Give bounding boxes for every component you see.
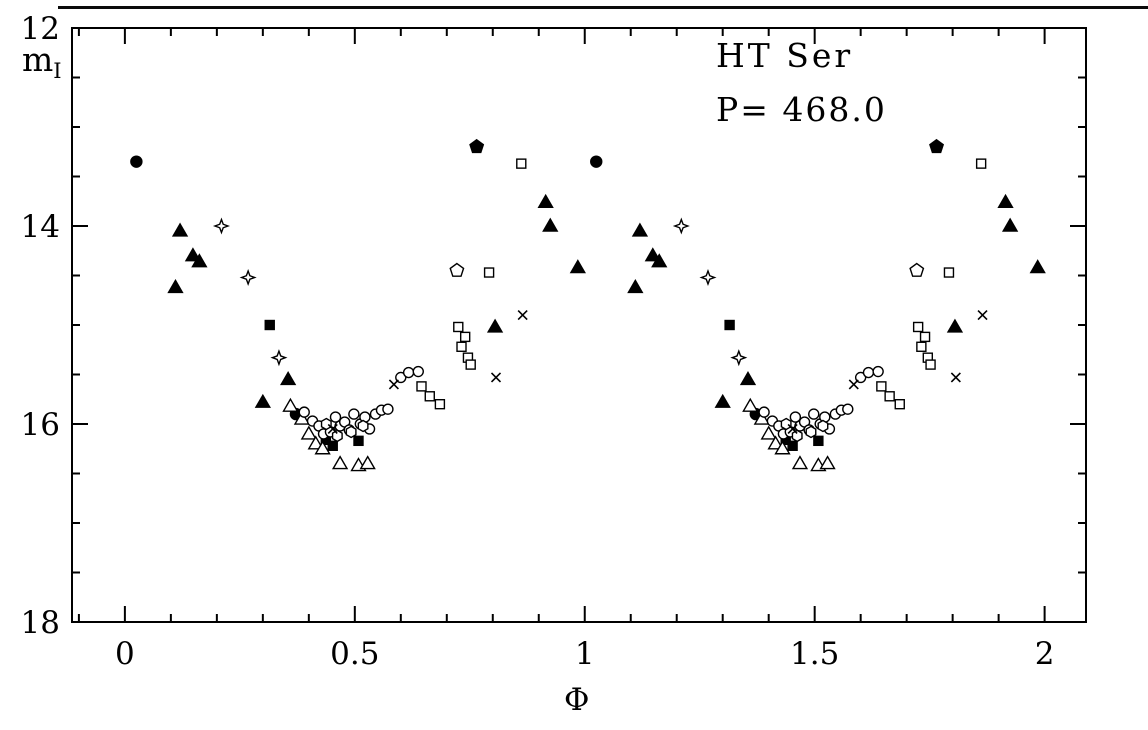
- tick-labels: 0 0.5 1 1.5 2 12 14 16 18: [21, 11, 1055, 672]
- series-open-triangle: [282, 397, 836, 472]
- y-tick-label: 16: [21, 407, 60, 443]
- series-filled-pentagon: [469, 138, 945, 154]
- x-axis-label: Φ: [564, 682, 590, 718]
- scan-artifact-line: [58, 6, 1148, 9]
- x-tick-label: 1.5: [790, 636, 839, 672]
- y-tick-label: 14: [21, 209, 60, 245]
- series-open-star: [212, 217, 748, 367]
- x-tick-label: 0: [115, 636, 135, 672]
- series-cross: [327, 310, 988, 435]
- y-axis-label-main: m: [22, 40, 54, 79]
- series-open-hexagon: [320, 417, 829, 443]
- x-tick-label: 1: [575, 636, 595, 672]
- series-open-circle: [298, 365, 884, 440]
- y-tick-label: 12: [21, 11, 60, 47]
- y-axis-label-subscript: I: [53, 59, 62, 83]
- x-tick-label: 2: [1035, 636, 1055, 672]
- star-name-label: HT Ser: [716, 36, 854, 75]
- x-tick-label: 0.5: [330, 636, 379, 672]
- axis-ticks: [72, 27, 1086, 623]
- y-tick-label: 18: [21, 605, 60, 641]
- series-filled-triangle: [167, 193, 1046, 408]
- series-open-square: [416, 158, 987, 410]
- series-filled-circle: [130, 155, 763, 421]
- y-axis-label: mI: [22, 40, 62, 83]
- period-label: P= 468.0: [716, 90, 887, 129]
- plot-frame: [71, 27, 1087, 623]
- series-open-pentagon: [449, 262, 925, 277]
